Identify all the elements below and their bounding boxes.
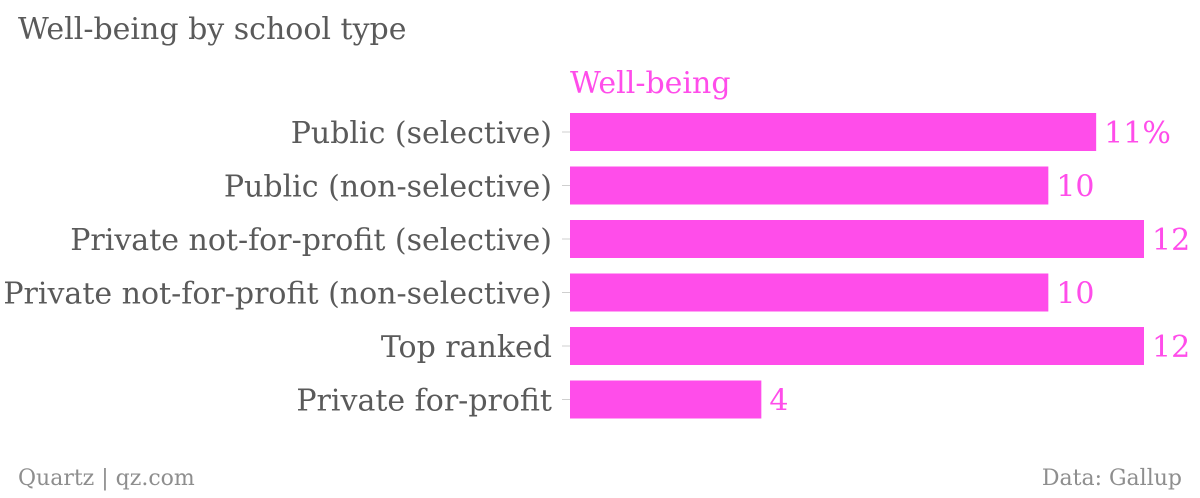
bar-value-label: 10 (1056, 277, 1094, 312)
legend-well-being: Well-being (570, 66, 731, 101)
bar-value-label: 12 (1152, 223, 1190, 258)
category-label: Public (non-selective) (224, 170, 552, 205)
bar-value-label: 12 (1152, 330, 1190, 365)
bar (570, 273, 1049, 312)
category-label: Private not-for-profit (selective) (70, 223, 552, 258)
bar-value-label: 11% (1104, 116, 1171, 151)
bar (570, 113, 1097, 151)
bar-value-label: 10 (1056, 170, 1094, 205)
bar (570, 220, 1144, 258)
bar-value-label: 4 (769, 384, 788, 419)
bar (570, 327, 1144, 365)
category-label: Public (selective) (291, 116, 552, 151)
category-label: Top ranked (381, 330, 552, 365)
bar (570, 380, 762, 419)
footer-source-right: Data: Gallup (1041, 466, 1182, 491)
chart-title: Well-being by school type (18, 12, 407, 47)
category-label: Private for-profit (296, 384, 552, 419)
footer-source-left: Quartz | qz.com (18, 466, 195, 491)
chart-layer: Well-being Public (selective) 11% Public (n… (3, 66, 1190, 419)
category-label: Private not-for-profit (non-selective) (3, 277, 552, 312)
bar (570, 166, 1049, 205)
